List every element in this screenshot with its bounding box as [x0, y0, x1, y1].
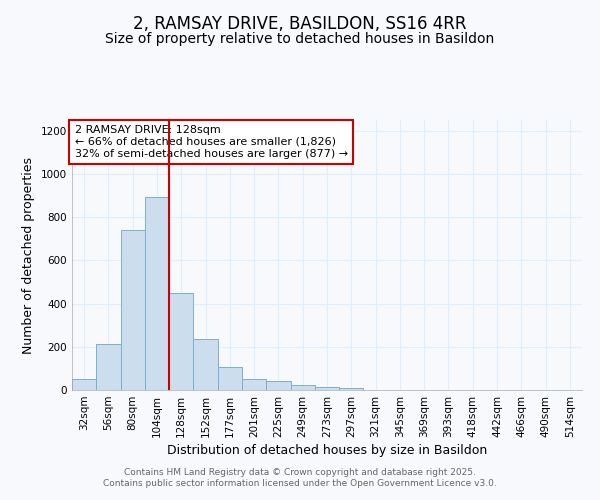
Bar	[218, 368, 242, 390]
Bar	[339, 388, 364, 390]
Text: Contains HM Land Registry data © Crown copyright and database right 2025.
Contai: Contains HM Land Registry data © Crown c…	[103, 468, 497, 487]
Bar	[72, 379, 96, 390]
Bar	[290, 384, 315, 390]
Bar	[193, 339, 218, 390]
Bar	[121, 230, 145, 390]
Text: Size of property relative to detached houses in Basildon: Size of property relative to detached ho…	[106, 32, 494, 46]
Bar	[145, 196, 169, 390]
Y-axis label: Number of detached properties: Number of detached properties	[22, 156, 35, 354]
Bar	[266, 382, 290, 390]
Bar	[242, 379, 266, 390]
X-axis label: Distribution of detached houses by size in Basildon: Distribution of detached houses by size …	[167, 444, 487, 457]
Bar	[315, 387, 339, 390]
Bar	[96, 344, 121, 390]
Bar	[169, 293, 193, 390]
Text: 2 RAMSAY DRIVE: 128sqm
← 66% of detached houses are smaller (1,826)
32% of semi-: 2 RAMSAY DRIVE: 128sqm ← 66% of detached…	[74, 126, 347, 158]
Text: 2, RAMSAY DRIVE, BASILDON, SS16 4RR: 2, RAMSAY DRIVE, BASILDON, SS16 4RR	[133, 15, 467, 33]
